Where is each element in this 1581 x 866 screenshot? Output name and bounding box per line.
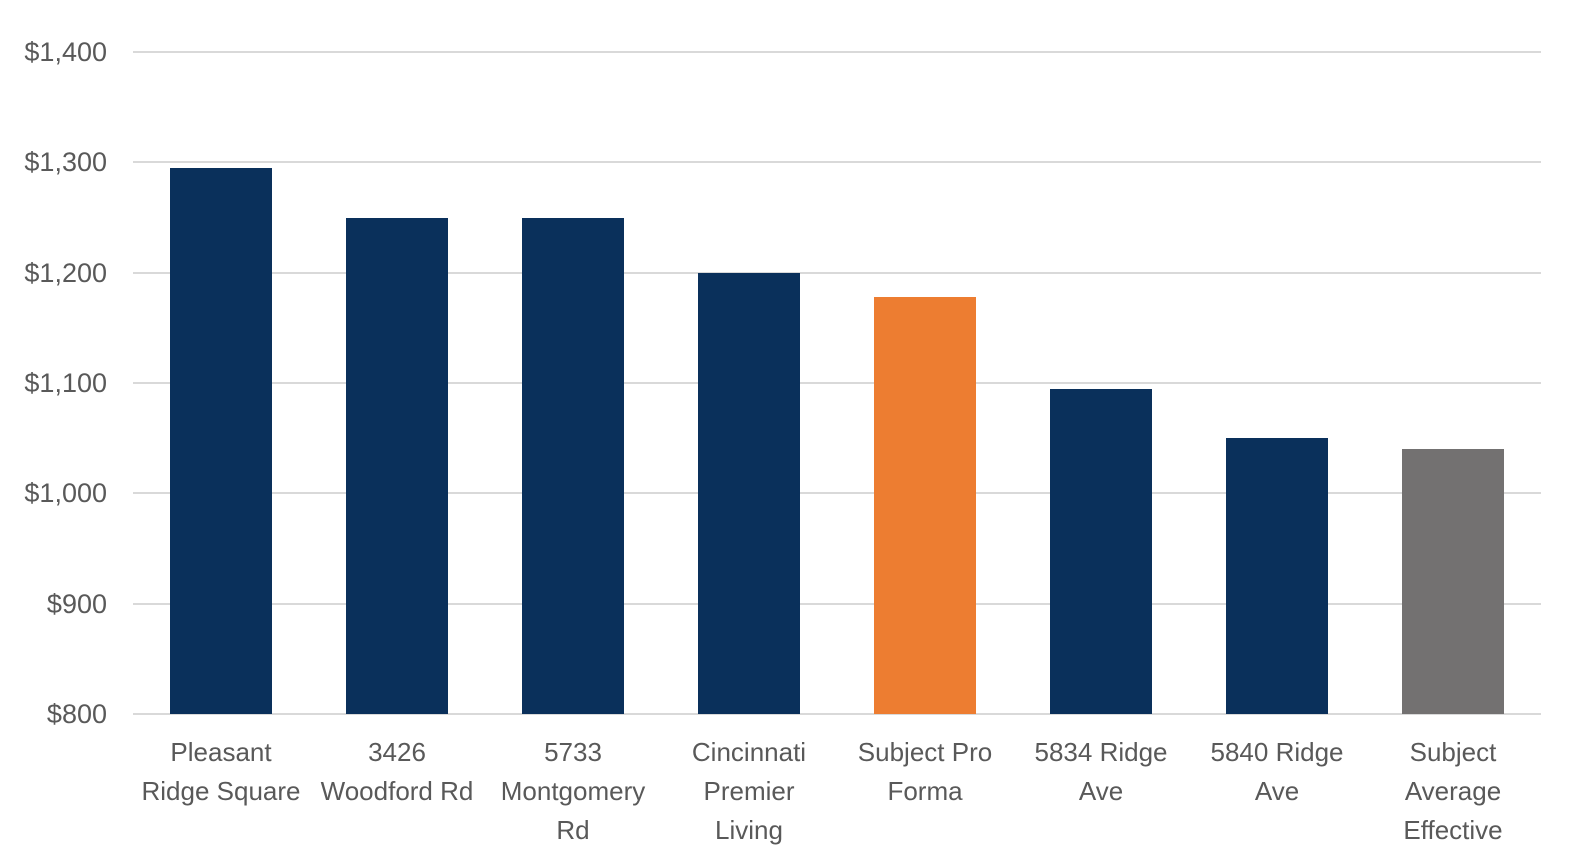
x-axis-label: 3426 Woodford Rd	[320, 737, 474, 806]
y-axis-tick-label: $1,200	[24, 257, 107, 288]
gridline	[133, 382, 1541, 384]
bar	[1402, 449, 1504, 714]
gridline	[133, 602, 1541, 605]
x-axis-label: 5733 Montgomery Rd	[500, 737, 646, 845]
x-axis-label: 5834 Ridge Ave	[1034, 737, 1168, 806]
bar	[522, 217, 624, 714]
bar	[874, 296, 976, 714]
y-axis-tick-label: $800	[46, 699, 107, 729]
y-axis-tick-label: $1,300	[24, 147, 107, 178]
gridline	[133, 271, 1541, 274]
bar	[698, 272, 800, 714]
y-axis-tick-label: $1,400	[24, 37, 107, 67]
x-axis-label: Subject Pro Forma	[857, 737, 993, 806]
x-axis-label: Pleasant Ridge Square	[141, 737, 301, 806]
y-axis-tick-label: $1,100	[24, 368, 107, 398]
x-axis-label: Cincinnati Premier Living	[691, 737, 807, 845]
y-axis-tick-label: $900	[46, 588, 107, 619]
bar	[1226, 438, 1328, 714]
x-axis-label: Subject Average Effective	[1403, 737, 1503, 845]
x-axis-label: 5840 Ridge Ave	[1210, 737, 1344, 806]
bar	[346, 217, 448, 714]
y-axis-tick-label: $1,000	[24, 478, 107, 509]
gridline	[133, 161, 1541, 164]
gridline	[133, 492, 1541, 495]
gridline	[133, 51, 1541, 53]
bar	[1050, 388, 1152, 714]
bar	[170, 167, 272, 714]
gridline	[133, 713, 1541, 715]
